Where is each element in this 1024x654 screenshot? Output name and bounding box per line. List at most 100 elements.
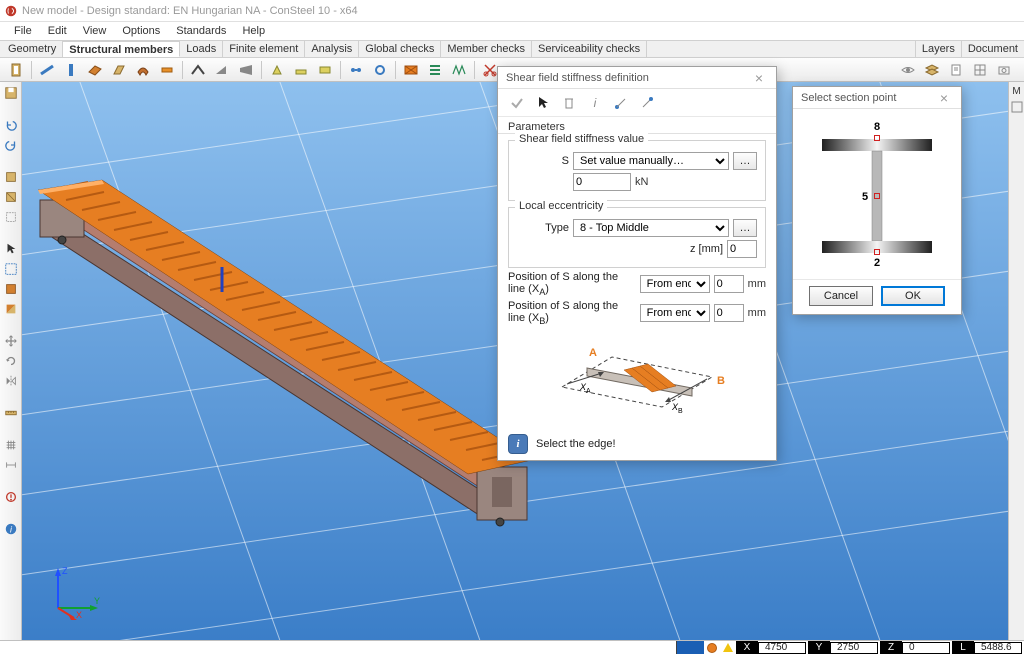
menu-options[interactable]: Options <box>114 24 168 38</box>
column-icon[interactable] <box>60 60 82 80</box>
delete-icon[interactable] <box>560 94 578 112</box>
section-dialog-title: Select section point <box>801 92 896 104</box>
select-prop-icon[interactable] <box>2 280 20 298</box>
ribbon-tabs: Geometry Structural members Loads Finite… <box>0 40 1024 58</box>
type-browse-button[interactable]: … <box>733 219 757 237</box>
window-title: New model - Design standard: EN Hungaria… <box>22 5 358 17</box>
tab-loads[interactable]: Loads <box>180 41 223 57</box>
menu-help[interactable]: Help <box>234 24 273 38</box>
pointer-icon[interactable] <box>534 94 552 112</box>
diagnostics-icon[interactable] <box>2 488 20 506</box>
right-panel[interactable]: M <box>1008 82 1024 640</box>
tab-layers[interactable]: Layers <box>915 41 961 57</box>
menu-edit[interactable]: Edit <box>40 24 75 38</box>
redo-icon[interactable] <box>2 136 20 154</box>
type-label: Type <box>517 222 569 234</box>
wall-icon[interactable] <box>108 60 130 80</box>
rotate-icon[interactable] <box>2 352 20 370</box>
menu-standards[interactable]: Standards <box>168 24 234 38</box>
section-dialog-close-icon[interactable]: × <box>935 89 953 107</box>
mirror-icon[interactable] <box>2 372 20 390</box>
tab-member-checks[interactable]: Member checks <box>441 41 532 57</box>
member-icon[interactable] <box>36 60 58 80</box>
pos-xa-value-input[interactable] <box>714 275 744 293</box>
info-icon[interactable]: i <box>2 520 20 538</box>
layer-visibility-icon[interactable] <box>897 60 919 80</box>
svg-text:B: B <box>717 375 725 387</box>
grid-icon[interactable] <box>2 436 20 454</box>
pos-xb-unit: mm <box>748 307 766 319</box>
info-i-icon[interactable]: i <box>586 94 604 112</box>
point-8-marker[interactable] <box>874 135 880 141</box>
section-figure[interactable]: 8 5 2 <box>802 115 952 275</box>
hide-icon[interactable] <box>2 208 20 226</box>
diaphragm-icon[interactable] <box>156 60 178 80</box>
tab-finite-element[interactable]: Finite element <box>223 41 305 57</box>
link-icon[interactable] <box>345 60 367 80</box>
s-value-input[interactable] <box>573 173 631 191</box>
pos-xb-value-input[interactable] <box>714 304 744 322</box>
model-content-icon[interactable] <box>2 168 20 186</box>
pos-xa-from-select[interactable]: From end A <box>640 275 710 293</box>
select-invert-icon[interactable] <box>2 300 20 318</box>
shear-field-dialog: Shear field stiffness definition × i Par… <box>497 66 777 461</box>
release-icon[interactable] <box>369 60 391 80</box>
coord-y-label: Y <box>808 641 830 654</box>
support-line-icon[interactable] <box>290 60 312 80</box>
document-print-icon[interactable] <box>945 60 967 80</box>
s-browse-button[interactable]: … <box>733 152 757 170</box>
save-icon[interactable] <box>2 84 20 102</box>
apply-icon[interactable] <box>508 94 526 112</box>
tab-geometry[interactable]: Geometry <box>2 41 63 57</box>
app-logo-icon <box>4 4 18 18</box>
tab-document[interactable]: Document <box>961 41 1024 57</box>
ok-button[interactable]: OK <box>881 286 945 306</box>
layer-move-icon[interactable] <box>921 60 943 80</box>
cancel-button[interactable]: Cancel <box>809 286 873 306</box>
pos-xb-from-select[interactable]: From end B <box>640 304 710 322</box>
coord-x-value: 4750 <box>758 642 806 654</box>
point-2-marker[interactable] <box>874 249 880 255</box>
pos-xa-label: Position of S along the line (XA) <box>508 271 636 297</box>
dimension-icon[interactable] <box>2 456 20 474</box>
snapshot-icon[interactable] <box>993 60 1015 80</box>
menu-file[interactable]: File <box>6 24 40 38</box>
status-warning-icon[interactable] <box>721 642 735 654</box>
purlin-icon[interactable] <box>424 60 446 80</box>
s-unit: kN <box>635 176 648 188</box>
shear-field-icon[interactable] <box>400 60 422 80</box>
frame-corner-icon[interactable] <box>187 60 209 80</box>
select-all-icon[interactable] <box>2 260 20 278</box>
measure-icon[interactable] <box>2 404 20 422</box>
coord-y-value: 2750 <box>830 642 878 654</box>
shear-dialog-close-icon[interactable]: × <box>750 69 768 87</box>
support-surface-icon[interactable] <box>314 60 336 80</box>
tab-analysis[interactable]: Analysis <box>305 41 359 57</box>
tab-structural-members[interactable]: Structural members <box>63 41 180 57</box>
hint-text: Select the edge! <box>536 438 616 450</box>
s-mode-select[interactable]: Set value manually… <box>573 152 729 170</box>
tapered-icon[interactable] <box>235 60 257 80</box>
truss-icon[interactable] <box>448 60 470 80</box>
support-point-icon[interactable] <box>266 60 288 80</box>
curved-plate-icon[interactable] <box>132 60 154 80</box>
haunch-icon[interactable] <box>211 60 233 80</box>
section-mgr-icon[interactable] <box>5 60 27 80</box>
plate-icon[interactable] <box>84 60 106 80</box>
shear-dialog-title: Shear field stiffness definition <box>506 72 649 84</box>
edge-mode-a-icon[interactable] <box>612 94 630 112</box>
type-select[interactable]: 8 - Top Middle <box>573 219 729 237</box>
coord-l-label: L <box>952 641 974 654</box>
tab-global-checks[interactable]: Global checks <box>359 41 441 57</box>
move-icon[interactable] <box>2 332 20 350</box>
show-all-icon[interactable] <box>2 188 20 206</box>
select-icon[interactable] <box>2 240 20 258</box>
z-value-input[interactable] <box>727 240 757 258</box>
undo-icon[interactable] <box>2 116 20 134</box>
status-orange-icon[interactable] <box>705 642 719 654</box>
point-5-marker[interactable] <box>874 193 880 199</box>
tab-serviceability[interactable]: Serviceability checks <box>532 41 647 57</box>
table-icon[interactable] <box>969 60 991 80</box>
edge-mode-b-icon[interactable] <box>638 94 656 112</box>
menu-view[interactable]: View <box>75 24 115 38</box>
